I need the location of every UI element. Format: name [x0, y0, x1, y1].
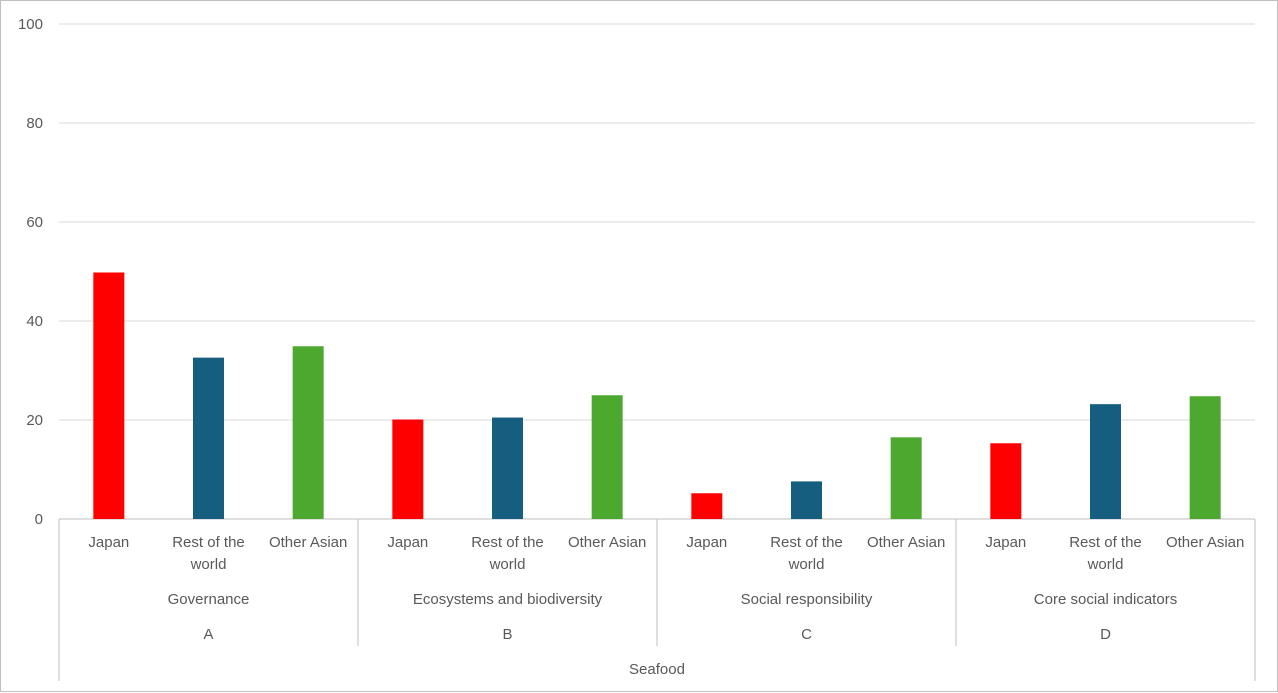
bar-c-2[interactable] — [791, 481, 822, 519]
y-tick-label: 40 — [26, 313, 43, 330]
x-category-label: Other Asian — [269, 534, 347, 551]
bar-a-1[interactable] — [93, 272, 125, 519]
group-name-label: Governance — [168, 591, 250, 608]
bar-b-3[interactable] — [591, 395, 623, 519]
x-category-label: Rest of the world — [770, 534, 843, 573]
bar-d-2[interactable] — [1090, 404, 1121, 519]
bar-d-1[interactable] — [990, 443, 1022, 519]
x-category-label: Japan — [88, 534, 129, 551]
bar-c-3[interactable] — [890, 437, 922, 519]
top-group-label: Seafood — [629, 661, 685, 678]
y-tick-label: 100 — [18, 16, 43, 33]
group-name-label: Social responsibility — [741, 591, 873, 608]
x-category-label: Other Asian — [1166, 534, 1244, 551]
group-letter-label: D — [1100, 626, 1111, 643]
x-category-label: Japan — [387, 534, 428, 551]
group-letter-label: C — [801, 626, 812, 643]
y-tick-label: 0 — [35, 511, 43, 528]
x-category-label: Other Asian — [568, 534, 646, 551]
x-category-label: Japan — [686, 534, 727, 551]
group-name-label: Ecosystems and biodiversity — [413, 591, 603, 608]
x-category-label: Japan — [985, 534, 1026, 551]
x-category-label: Rest of the world — [172, 534, 245, 573]
x-category-label: Rest of the world — [471, 534, 544, 573]
y-tick-label: 80 — [26, 115, 43, 132]
x-category-label: Rest of the world — [1069, 534, 1142, 573]
bar-a-3[interactable] — [292, 346, 324, 519]
y-tick-label: 20 — [26, 412, 43, 429]
group-letter-label: A — [203, 626, 213, 643]
x-category-label: Other Asian — [867, 534, 945, 551]
group-letter-label: B — [502, 626, 512, 643]
bar-b-2[interactable] — [492, 417, 523, 519]
bar-a-2[interactable] — [193, 357, 224, 519]
bar-b-1[interactable] — [392, 419, 424, 519]
bar-c-1[interactable] — [691, 493, 723, 519]
y-tick-label: 60 — [26, 214, 43, 231]
bar-d-3[interactable] — [1189, 396, 1221, 519]
group-name-label: Core social indicators — [1034, 591, 1177, 608]
